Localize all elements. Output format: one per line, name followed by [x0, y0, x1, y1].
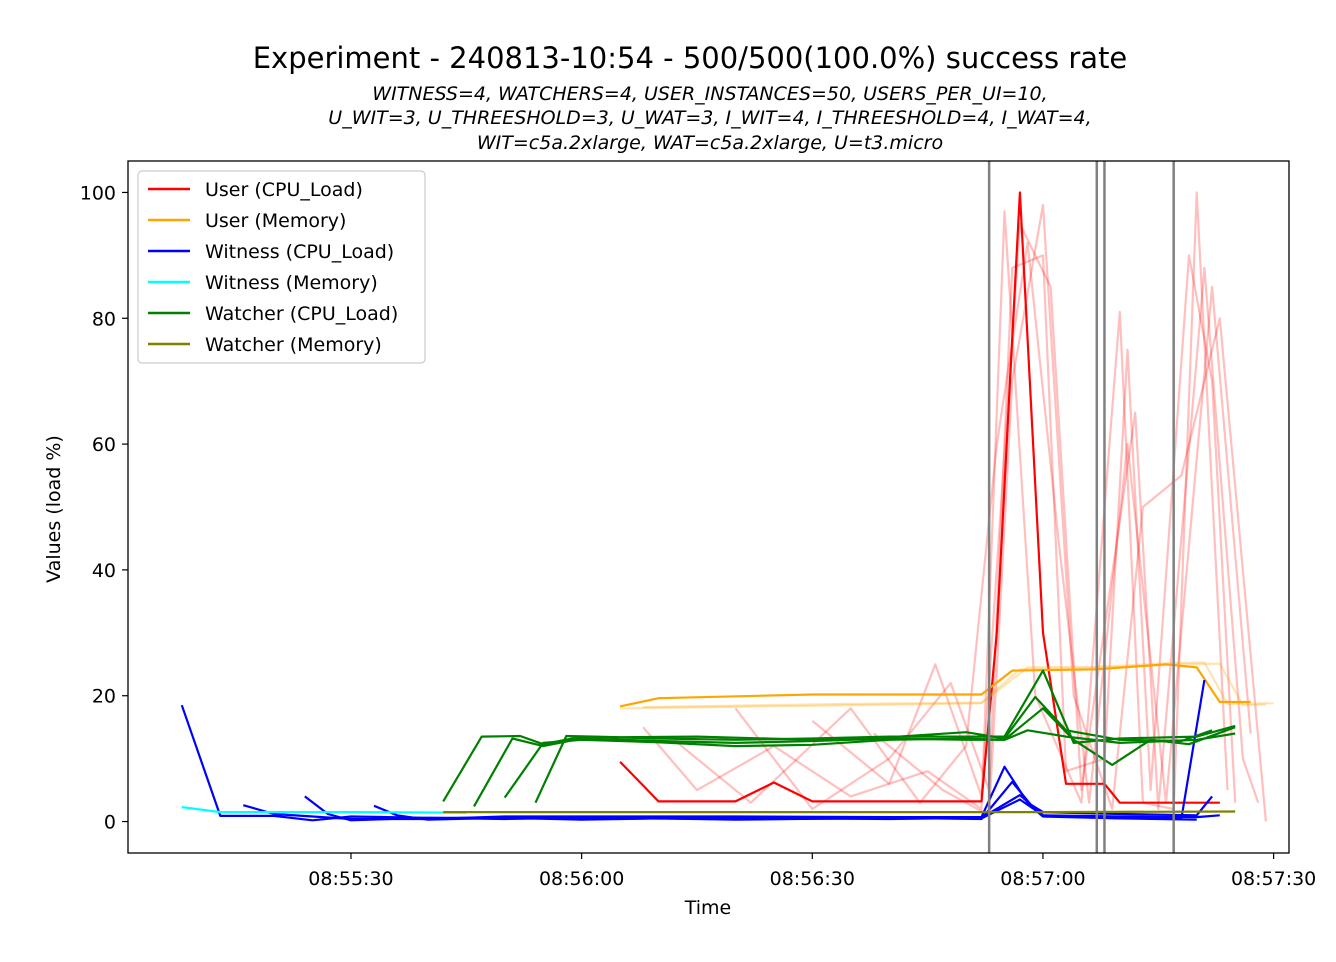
legend-label: Witness (Memory) — [205, 272, 378, 294]
series-line-1 — [642, 191, 1229, 811]
legend-label: Watcher (CPU_Load) — [205, 303, 398, 325]
legend: User (CPU_Load) User (Memory) Witness (CPU… — [137, 170, 426, 364]
chart-subtitle-line-2: U_WIT=3, U_THREESHOLD=3, U_WAT=3, I_WIT=… — [328, 107, 1091, 129]
series-line-13 — [181, 806, 467, 814]
x-axis-ticks: 08:55:30 08:56:00 08:56:30 08:57:00 08:57:30 — [308, 853, 1316, 890]
series-line-17 — [534, 695, 1213, 804]
y-tick-label: 60 — [92, 434, 116, 456]
plot-frame — [127, 160, 1290, 854]
series-line-3 — [811, 222, 1260, 811]
y-axis-label: Values (load %) — [43, 435, 65, 583]
x-tick-label: 08:56:00 — [539, 868, 624, 890]
y-tick-label: 100 — [80, 182, 116, 204]
series-line-6 — [619, 663, 1251, 708]
series-lines — [180, 191, 1274, 822]
y-tick-label: 80 — [92, 308, 116, 330]
x-tick-label: 08:55:30 — [308, 868, 393, 890]
series-line-2 — [734, 254, 1237, 811]
x-tick-label: 08:56:30 — [770, 868, 855, 890]
chart-subtitle-line-3: WIT=c5a.2xlarge, WAT=c5a.2xlarge, U=t3.m… — [477, 132, 943, 154]
series-line-14 — [442, 669, 1236, 802]
series-line-16 — [503, 729, 1236, 799]
y-axis-ticks: 0 20 40 60 80 100 — [80, 182, 128, 834]
y-tick-label: 20 — [92, 686, 116, 708]
x-tick-label: 08:57:30 — [1231, 868, 1316, 890]
series-line-0 — [619, 191, 1220, 804]
series-line-12 — [373, 793, 1197, 821]
x-axis-label: Time — [684, 897, 732, 919]
legend-label: User (Memory) — [205, 210, 346, 232]
series-line-18 — [443, 810, 1236, 814]
series-line-4 — [673, 241, 1252, 804]
series-line-9 — [180, 679, 1206, 822]
y-tick-label: 0 — [104, 812, 116, 834]
x-tick-label: 08:57:00 — [1000, 868, 1085, 890]
series-line-5 — [873, 203, 1267, 822]
chart-subtitle-line-1: WITNESS=4, WATCHERS=4, USER_INSTANCES=50… — [372, 83, 1047, 105]
legend-frame — [137, 170, 426, 364]
legend-label: Witness (CPU_Load) — [205, 241, 394, 263]
legend-label: Watcher (Memory) — [205, 334, 382, 356]
chart-title: Experiment - 240813-10:54 - 500/500(100.… — [253, 41, 1128, 75]
plot-area — [127, 160, 1290, 854]
y-tick-label: 40 — [92, 560, 116, 582]
legend-label: User (CPU_Load) — [205, 179, 363, 201]
